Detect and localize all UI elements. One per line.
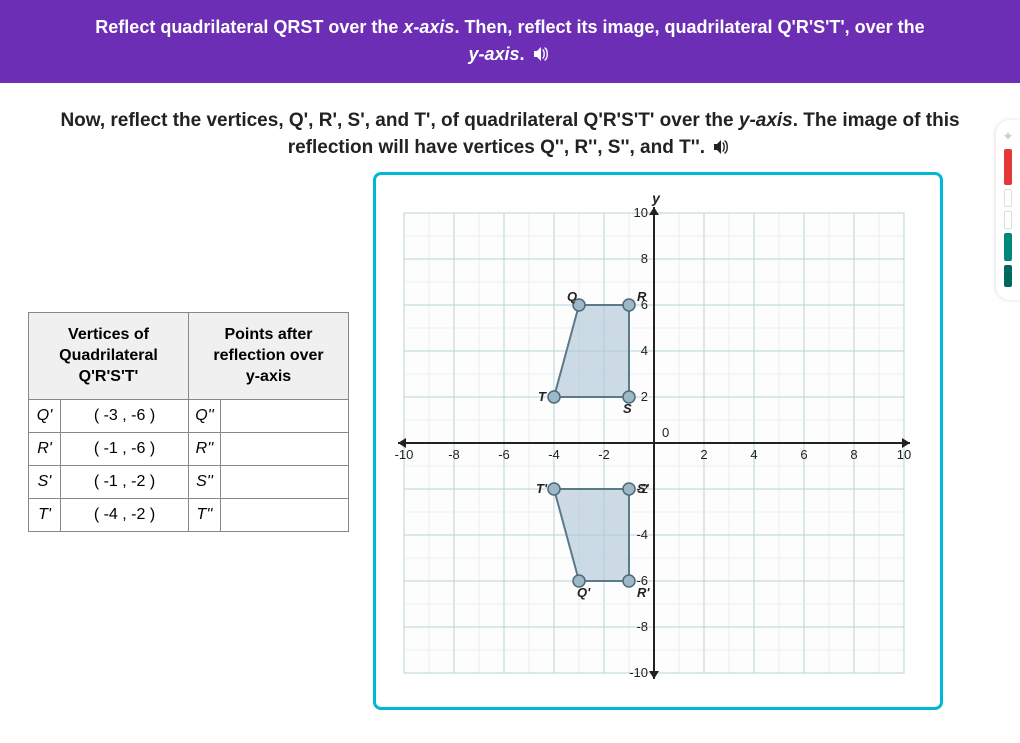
image-label: T'' — [189, 499, 221, 532]
coordinate-grid-panel: -10-8-6-4-20246810-10-8-6-4-2246810yxQRS… — [373, 172, 943, 710]
table-header-right: Points after reflection over y-axis — [189, 313, 349, 400]
vertex-coord: ( -1 , -2 ) — [61, 466, 189, 499]
svg-text:-8: -8 — [448, 447, 460, 462]
svg-text:8: 8 — [850, 447, 857, 462]
svg-text:6: 6 — [800, 447, 807, 462]
progress-widget[interactable]: ✦ — [996, 120, 1020, 300]
vertex-label: S' — [29, 466, 61, 499]
vertex-coord: ( -4 , -2 ) — [61, 499, 189, 532]
svg-text:Q': Q' — [577, 585, 591, 600]
svg-text:2: 2 — [641, 389, 648, 404]
svg-text:8: 8 — [641, 251, 648, 266]
star-icon: ✦ — [1002, 128, 1014, 145]
image-label: R'' — [189, 433, 221, 466]
svg-text:S: S — [623, 401, 632, 416]
vertices-table-wrap: Vertices of Quadrilateral Q'R'S'T' Point… — [28, 312, 349, 532]
svg-text:y: y — [651, 193, 661, 206]
svg-text:R: R — [637, 289, 647, 304]
header-x-axis: x-axis — [403, 17, 454, 37]
svg-text:-2: -2 — [598, 447, 610, 462]
svg-text:4: 4 — [641, 343, 648, 358]
instruction-text: Now, reflect the vertices, Q', R', S', a… — [0, 83, 1020, 172]
svg-text:Q: Q — [567, 289, 577, 304]
svg-text:4: 4 — [750, 447, 757, 462]
table-row: T'( -4 , -2 )T'' — [29, 499, 349, 532]
table-row: S'( -1 , -2 )S'' — [29, 466, 349, 499]
svg-text:T: T — [538, 389, 547, 404]
table-header-left: Vertices of Quadrilateral Q'R'S'T' — [29, 313, 189, 400]
svg-text:-10: -10 — [629, 665, 648, 680]
image-coord-input[interactable] — [221, 433, 349, 466]
svg-text:T': T' — [536, 481, 548, 496]
svg-text:-6: -6 — [498, 447, 510, 462]
svg-text:0: 0 — [662, 425, 669, 440]
header-text-1: Reflect quadrilateral QRST over the — [95, 17, 403, 37]
image-label: Q'' — [189, 400, 221, 433]
image-coord-input[interactable] — [221, 499, 349, 532]
header-y-axis: y-axis — [468, 44, 519, 64]
vertex-coord: ( -3 , -6 ) — [61, 400, 189, 433]
svg-text:-4: -4 — [548, 447, 560, 462]
svg-text:2: 2 — [700, 447, 707, 462]
svg-text:-4: -4 — [636, 527, 648, 542]
svg-text:R': R' — [637, 585, 650, 600]
vertex-label: Q' — [29, 400, 61, 433]
svg-text:-10: -10 — [395, 447, 414, 462]
vertex-label: T' — [29, 499, 61, 532]
table-row: Q'( -3 , -6 )Q'' — [29, 400, 349, 433]
coordinate-grid[interactable]: -10-8-6-4-20246810-10-8-6-4-2246810yxQRS… — [394, 193, 914, 693]
svg-text:S': S' — [637, 481, 650, 496]
vertex-label: R' — [29, 433, 61, 466]
svg-text:-8: -8 — [636, 619, 648, 634]
vertices-table: Vertices of Quadrilateral Q'R'S'T' Point… — [28, 312, 349, 532]
image-coord-input[interactable] — [221, 466, 349, 499]
svg-text:10: 10 — [897, 447, 911, 462]
audio-icon[interactable] — [534, 42, 552, 69]
audio-icon-2[interactable] — [714, 135, 732, 163]
vertex-coord: ( -1 , -6 ) — [61, 433, 189, 466]
question-header: Reflect quadrilateral QRST over the x-ax… — [0, 0, 1020, 83]
image-coord-input[interactable] — [221, 400, 349, 433]
svg-text:10: 10 — [634, 205, 648, 220]
header-text-2: . Then, reflect its image, quadrilateral… — [454, 17, 924, 37]
table-row: R'( -1 , -6 )R'' — [29, 433, 349, 466]
image-label: S'' — [189, 466, 221, 499]
header-text-3: . — [520, 44, 525, 64]
